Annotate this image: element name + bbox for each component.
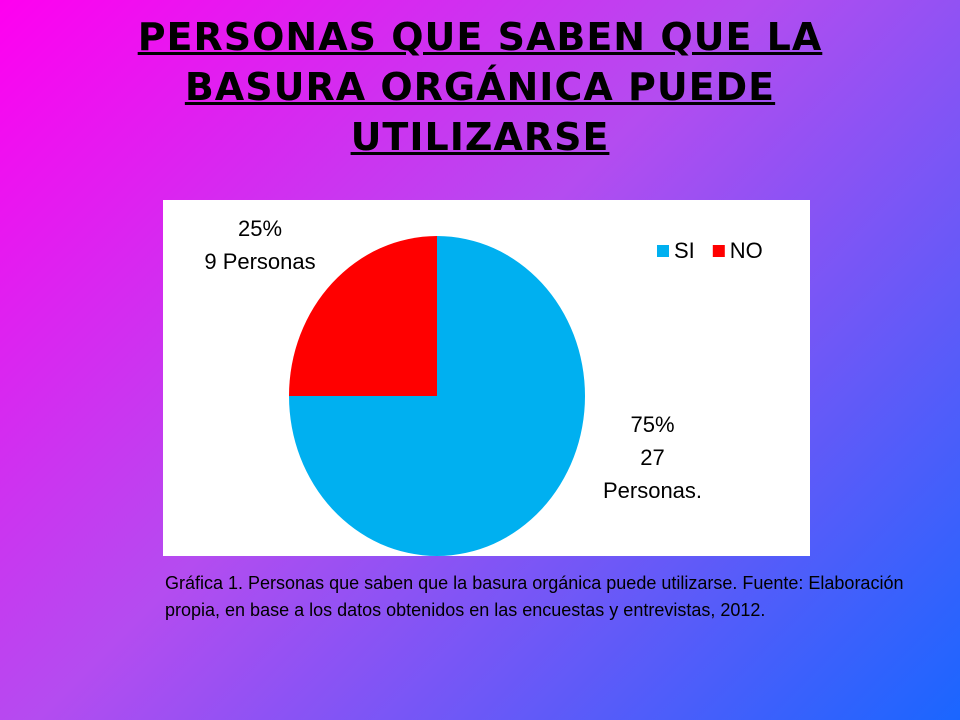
legend-swatch [657, 245, 669, 257]
data-label: 75% 27 Personas. [595, 408, 710, 507]
percent-label: 25% [237, 216, 283, 241]
legend-swatch [712, 245, 725, 257]
chart-title: PERSONAS QUE SABEN QUE LA BASURA ORGÁNIC… [137, 15, 823, 159]
pie-slice [289, 236, 437, 396]
data-label: 25% 9 Personas [185, 212, 335, 278]
count-label: 27 Personas. [602, 445, 703, 503]
count-label: 9 Personas [204, 249, 316, 274]
caption: Gráfica 1. Personas que saben que la bas… [165, 573, 904, 620]
legend-label: SI [674, 238, 695, 263]
legend-label: NO [730, 238, 763, 263]
percent-label: 75% [630, 412, 675, 437]
